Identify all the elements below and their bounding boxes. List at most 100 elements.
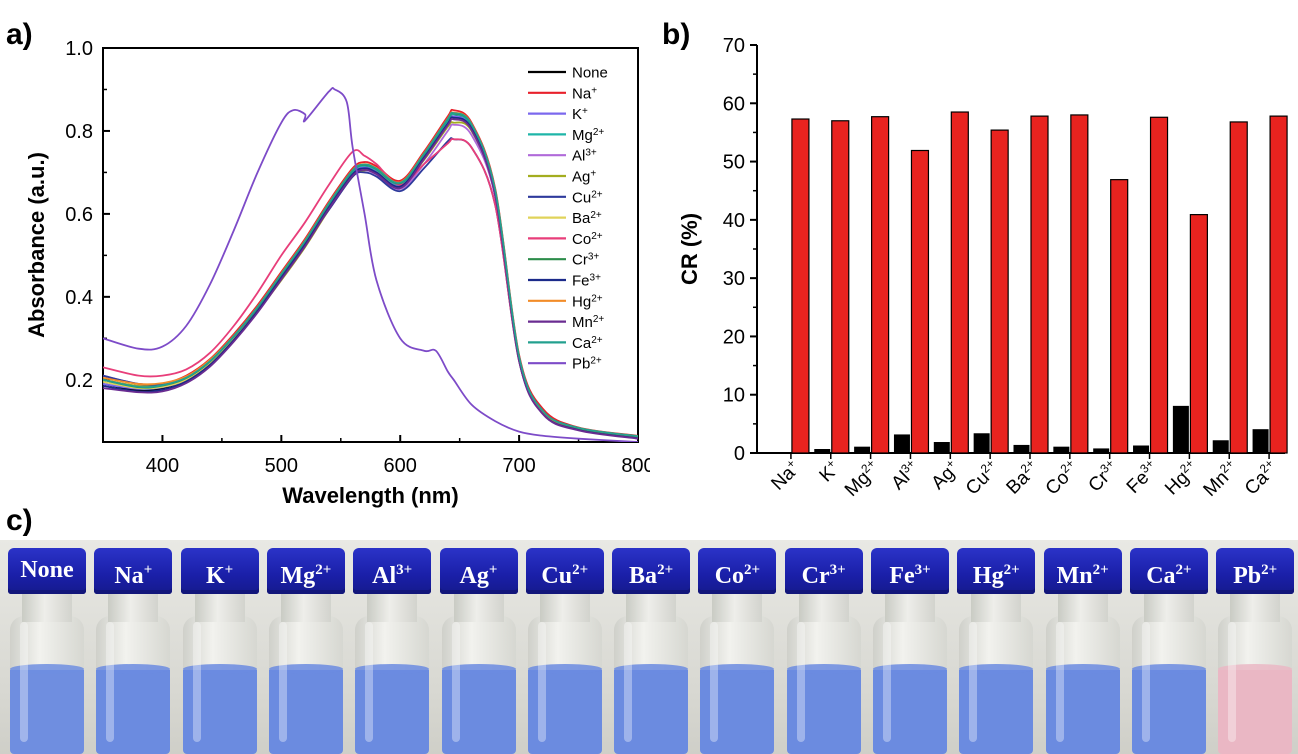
vial-neck [971, 594, 1022, 622]
bar-red [791, 118, 810, 454]
vial-label: Hg2+ [972, 562, 1020, 589]
bar-red [1110, 179, 1129, 454]
vial-glass [527, 616, 602, 754]
vial-cap: Al3+ [353, 548, 432, 594]
bar-red [1030, 115, 1049, 454]
vial-cap: Fe3+ [871, 548, 949, 594]
vial-solution [1131, 664, 1206, 754]
solution-meniscus [355, 664, 430, 674]
bar-red [1269, 115, 1288, 454]
vial-cap: Mg2+ [266, 548, 345, 594]
x-axis-label: Wavelength (nm) [282, 483, 458, 508]
vial: Al3+ [353, 548, 432, 754]
bar-black [854, 446, 871, 454]
vial-solution [355, 664, 430, 754]
solution-meniscus [527, 664, 602, 674]
vial-solution [959, 664, 1034, 754]
vial-label: Cr3+ [801, 562, 846, 589]
bar-black [1252, 429, 1269, 454]
glass-highlight [969, 622, 978, 742]
bar-red [1229, 121, 1248, 454]
vial-neck [712, 594, 763, 622]
x-tick-label: Al3+ [886, 456, 924, 494]
vial-solution [1218, 664, 1293, 754]
cr-bar-chart: 0 10 20 30 40 50 60 70 CR (%) Na+ K+Mg2+Al3+ Ag+Cu2… [677, 35, 1288, 501]
vial-solution [182, 664, 257, 754]
bar-red [1189, 214, 1208, 454]
y-tick-label: 0.4 [65, 287, 93, 309]
vial-glass [786, 616, 861, 754]
vial: K+ [180, 548, 259, 754]
glass-highlight [537, 622, 546, 742]
vial-solution [10, 664, 84, 754]
legend-label: K+ [572, 106, 588, 124]
vial-label: Pb2+ [1233, 562, 1278, 589]
vial: Mg2+ [266, 548, 345, 754]
x-tick-label: Na+ [766, 456, 804, 494]
vial-glass [1045, 616, 1120, 754]
vial-glass [959, 616, 1034, 754]
series-line-Ca2+ [103, 111, 638, 438]
vial-solution [527, 664, 602, 754]
x-tick-label: 800 [621, 455, 650, 477]
legend-label: Ag+ [572, 168, 596, 186]
vial: Cr3+ [784, 548, 863, 754]
vial-cap: Na+ [94, 548, 173, 594]
vial-solution [700, 664, 775, 754]
glass-highlight [20, 622, 28, 742]
x-tick-label: 400 [146, 455, 179, 477]
solution-meniscus [1045, 664, 1120, 674]
vial: Pb2+ [1216, 548, 1295, 754]
vial-glass [268, 616, 343, 754]
absorbance-spectrum-chart: 400 500 600 700 800 0.2 0.4 0.6 0.8 1.0 Wavelength… [24, 38, 650, 508]
y-tick-label: 60 [723, 93, 745, 115]
y-tick-label: 0.8 [65, 121, 93, 143]
vial-solution [614, 664, 689, 754]
vial-cap: Ba2+ [612, 548, 691, 594]
vial: Cu2+ [525, 548, 604, 754]
vial-cap: None [8, 548, 86, 594]
vial-glass [1218, 616, 1293, 754]
vial-glass [441, 616, 516, 754]
vial-neck [885, 594, 935, 622]
solution-meniscus [10, 664, 84, 674]
x-tick-label: 600 [384, 455, 417, 477]
bar-black [1093, 448, 1110, 454]
vial-neck [108, 594, 159, 622]
vial-cap: Cu2+ [525, 548, 604, 594]
vial-glass [1131, 616, 1206, 754]
glass-highlight [451, 622, 460, 742]
vial-label: Ag+ [459, 562, 498, 589]
bar-black [1172, 405, 1189, 454]
y-tick-label: 20 [723, 326, 745, 348]
y-axis-label: Absorbance (a.u.) [24, 152, 49, 338]
y-tick-label: 10 [723, 385, 745, 407]
legend-label: Hg2+ [572, 293, 603, 311]
bar-red [1070, 114, 1089, 454]
glass-highlight [796, 622, 805, 742]
y-tick-label: 0 [734, 443, 745, 465]
vial-glass [873, 616, 947, 754]
glass-highlight [192, 622, 201, 742]
legend-label: Mg2+ [572, 126, 604, 144]
bar-black [973, 433, 990, 454]
bar-red [831, 120, 850, 454]
vial-label: Ca2+ [1146, 562, 1192, 589]
legend-label: Ba2+ [572, 210, 602, 228]
panel-label-b: b) [662, 18, 691, 51]
vial: Co2+ [698, 548, 777, 754]
vial-neck [539, 594, 590, 622]
series-line-Cu2+ [103, 137, 638, 439]
y-tick-label: 70 [723, 35, 745, 57]
vial-solution [96, 664, 171, 754]
vial-neck [1230, 594, 1281, 622]
solution-meniscus [182, 664, 257, 674]
x-tick-label: Fe3+ [1121, 456, 1163, 498]
x-tick-label: Mg2+ [840, 456, 885, 501]
x-tick-label: Cr3+ [1083, 456, 1123, 496]
glass-highlight [106, 622, 115, 742]
x-tick-label: Hg2+ [1160, 456, 1203, 499]
vial-glass [355, 616, 430, 754]
vial: Na+ [94, 548, 173, 754]
panel-label-c: c) [6, 504, 33, 537]
